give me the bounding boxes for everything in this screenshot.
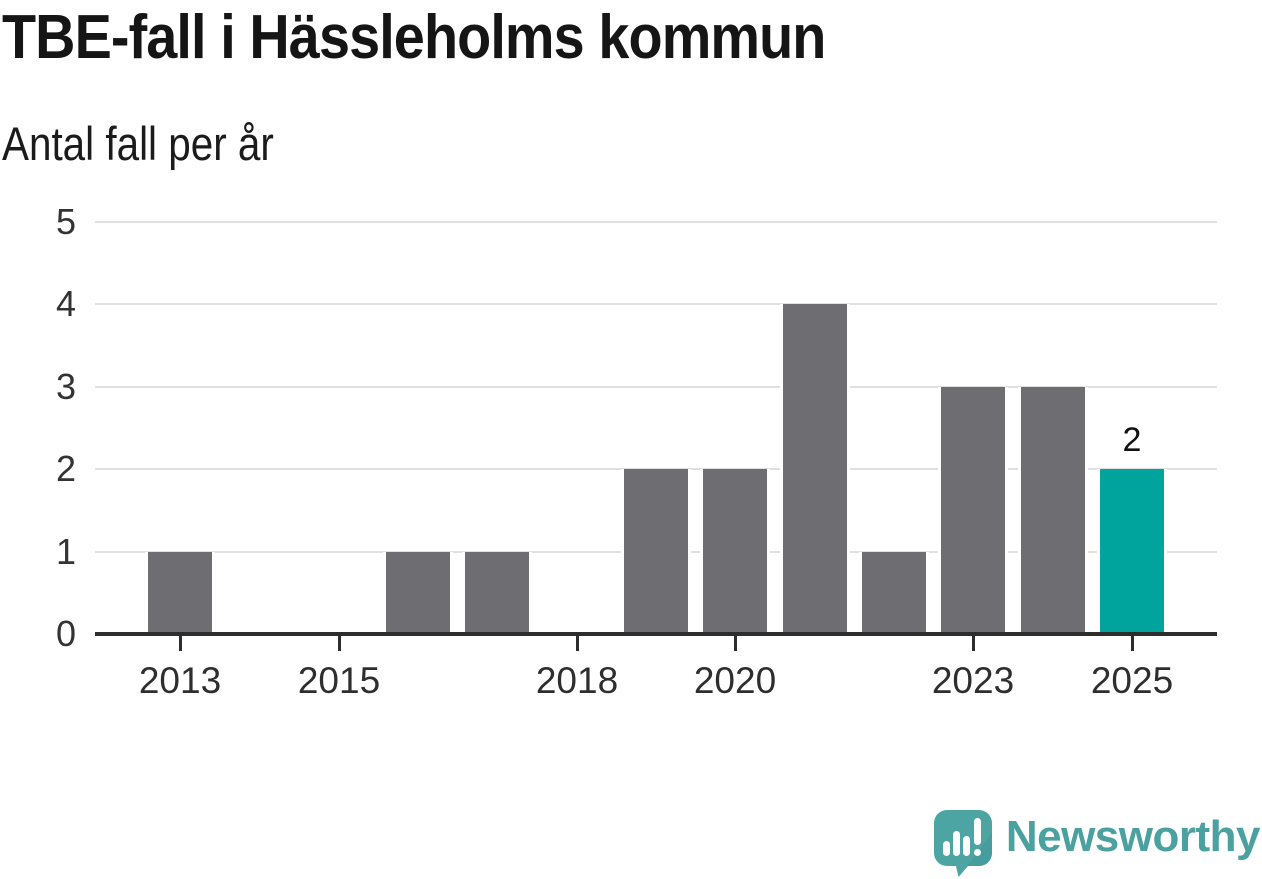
y-axis-label-0: 0	[55, 613, 76, 654]
y-axis-label-1: 1	[55, 531, 76, 572]
chart-subtitle: Antal fall per år	[2, 117, 274, 170]
bar-2019	[621, 469, 691, 634]
y-axis-label-4: 4	[55, 283, 76, 324]
bar-2023	[938, 387, 1008, 634]
newsworthy-logo: Newsworthy	[932, 808, 1261, 878]
bar-2017	[462, 552, 532, 634]
newsworthy-logo-text: Newsworthy	[1005, 812, 1261, 861]
gridline-y-5	[95, 221, 1217, 223]
bar-2021	[780, 304, 850, 634]
newsworthy-logo-icon	[933, 810, 992, 877]
y-axis-label-5: 5	[55, 201, 76, 242]
bar-2016	[383, 552, 453, 634]
x-axis-label-2018: 2018	[535, 660, 619, 701]
y-axis-label-3: 3	[55, 366, 76, 407]
bar-value-label-2025: 2	[1122, 421, 1142, 459]
x-tick-2025	[1131, 636, 1134, 651]
bar-2025	[1097, 469, 1167, 634]
bar-2024	[1018, 387, 1088, 634]
x-axis-line	[95, 632, 1217, 636]
x-tick-2018	[576, 636, 579, 651]
y-axis-label-2: 2	[55, 448, 76, 489]
bar-2013	[145, 552, 215, 634]
x-tick-2013	[179, 636, 182, 651]
chart-title: TBE-fall i Hässleholms kommun	[2, 3, 826, 72]
x-tick-2020	[734, 636, 737, 651]
bar-2020	[700, 469, 770, 634]
x-tick-2023	[972, 636, 975, 651]
gridline-y-3	[95, 386, 1217, 388]
x-axis-label-2015: 2015	[297, 660, 381, 701]
bar-2022	[859, 552, 929, 634]
x-tick-2015	[338, 636, 341, 651]
x-axis-label-2025: 2025	[1090, 660, 1174, 701]
gridline-y-4	[95, 303, 1217, 305]
x-axis-label-2013: 2013	[138, 660, 222, 701]
x-axis-label-2020: 2020	[693, 660, 777, 701]
x-axis-label-2023: 2023	[931, 660, 1015, 701]
